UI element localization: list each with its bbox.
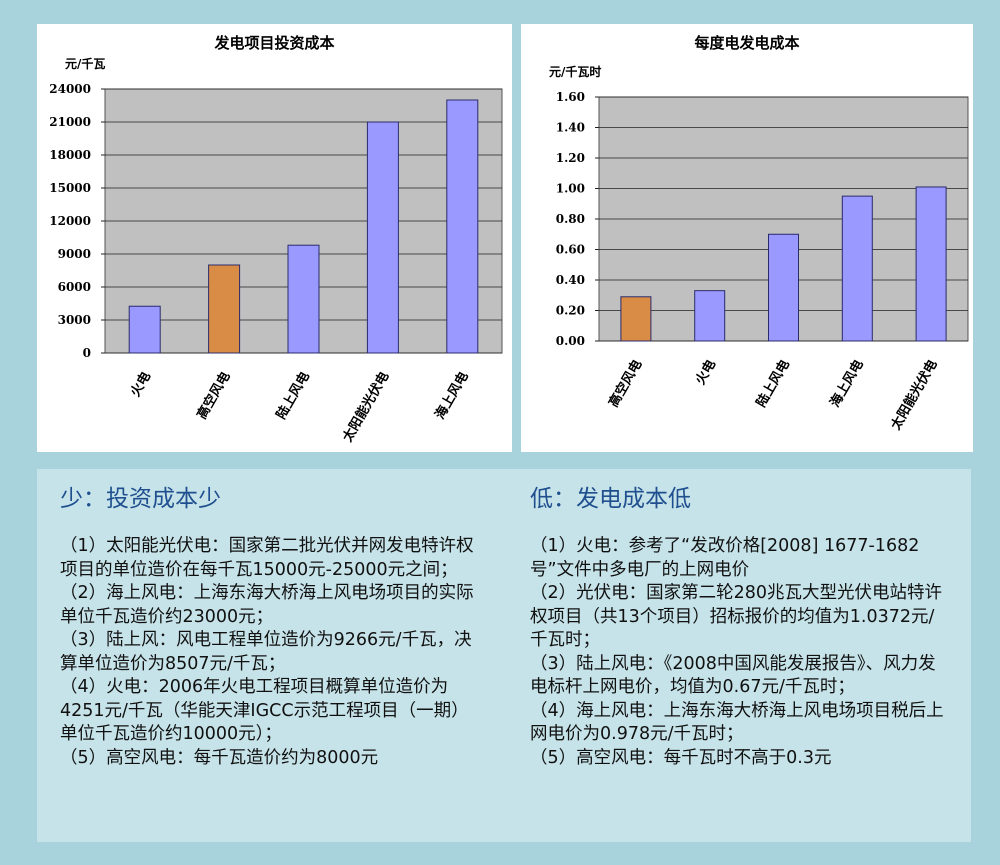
bar-海上风电 xyxy=(841,195,873,342)
x-tick-label: 海上风电 xyxy=(827,357,867,410)
x-tick-label: 太阳能光伏电 xyxy=(887,357,940,433)
note-item: （1）火电：参考了“发改价格[2008] 1677-1682号”文件中多电厂的上… xyxy=(530,536,920,580)
y-tick-label: 3000 xyxy=(58,313,91,327)
y-axis-unit-label: 元/千瓦 xyxy=(65,57,106,71)
note-item: （2）海上风电：上海东海大桥海上风电场项目的实际单位千瓦造价约23000元； xyxy=(60,583,474,627)
generation-cost-chart: 0.00 0.20 0.40 0.60 0.80 1.00 1.20 1.40 1.60 高空风电… xyxy=(556,90,969,433)
section-heading: 低：发电成本低 xyxy=(530,486,691,512)
y-tick-label: 1.60 xyxy=(556,90,585,104)
x-tick-label: 陆上风电 xyxy=(753,357,793,410)
y-tick-label: 21000 xyxy=(49,115,91,129)
section-heading: 少：投资成本少 xyxy=(60,486,221,512)
y-tick-label: 0 xyxy=(83,346,91,360)
generation-cost-chart-panel: 0.00 0.20 0.40 0.60 0.80 1.00 1.20 1.40 1.60 高空风电… xyxy=(521,24,973,452)
note-item: （3）陆上风电：《2008中国风能发展报告》、风力发电标杆上网电价，均值为0.6… xyxy=(530,653,936,698)
y-tick-label: 24000 xyxy=(49,82,91,96)
y-tick-label: 0.20 xyxy=(556,304,585,318)
bar-太阳能光伏电 xyxy=(915,186,947,342)
y-tick-label: 0.00 xyxy=(556,334,585,348)
note-item: （4）海上风电：上海东海大桥海上风电场项目税后上网电价为0.978元/千瓦时； xyxy=(530,700,944,745)
chart-title: 每度电发电成本 xyxy=(694,34,800,52)
bar-火电 xyxy=(128,305,161,354)
x-tick-label: 火电 xyxy=(692,357,719,388)
x-tick-label: 高空风电 xyxy=(194,369,234,422)
notes-list: （1）火电：参考了“发改价格[2008] 1677-1682号”文件中多电厂的上… xyxy=(530,535,950,770)
y-axis-unit-label: 元/千瓦时 xyxy=(549,65,602,79)
x-tick-label: 陆上风电 xyxy=(273,369,313,422)
x-tick-label: 海上风电 xyxy=(432,369,472,422)
bar-火电 xyxy=(694,290,726,342)
bar-太阳能光伏电 xyxy=(366,121,399,354)
y-tick-label: 6000 xyxy=(58,280,91,294)
y-tick-label: 0.60 xyxy=(556,243,585,257)
investment-cost-chart: 0 3000 6000 9000 12000 15000 18000 21000 24000 火电… xyxy=(49,82,503,445)
y-tick-label: 0.40 xyxy=(556,273,585,287)
y-tick-label: 0.80 xyxy=(556,212,585,226)
bar-陆上风电 xyxy=(768,233,799,342)
explanation-panel: 少：投资成本少 （1）太阳能光伏电：国家第二批光伏并网发电特许权项目的单位造价在… xyxy=(37,469,971,842)
bar-陆上风电 xyxy=(287,244,320,354)
bar-海上风电 xyxy=(446,99,479,354)
y-tick-label: 1.00 xyxy=(556,182,585,196)
note-item: （1）太阳能光伏电：国家第二批光伏并网发电特许权项目的单位造价在每千瓦15000… xyxy=(60,536,474,580)
x-tick-label: 太阳能光伏电 xyxy=(339,369,392,445)
note-item: （5）高空风电：每千瓦造价约为8000元 xyxy=(60,747,379,768)
y-tick-label: 12000 xyxy=(49,214,91,228)
chart-title: 发电项目投资成本 xyxy=(214,34,335,52)
y-tick-label: 18000 xyxy=(49,148,91,162)
bar-高空风电 xyxy=(208,264,241,354)
notes-list: （1）太阳能光伏电：国家第二批光伏并网发电特许权项目的单位造价在每千瓦15000… xyxy=(60,535,480,770)
x-tick-label: 火电 xyxy=(127,369,154,400)
y-tick-label: 1.40 xyxy=(556,121,585,135)
y-tick-label: 15000 xyxy=(49,181,91,195)
x-tick-label: 高空风电 xyxy=(605,357,645,410)
note-item: （5）高空风电：每千瓦时不高于0.3元 xyxy=(530,747,832,768)
note-item: （2）光伏电：国家第二轮280兆瓦大型光伏电站特许权项目（共13个项目）招标报价… xyxy=(530,583,943,650)
investment-cost-chart-panel: 0 3000 6000 9000 12000 15000 18000 21000 24000 火电… xyxy=(37,24,512,452)
note-item: （3）陆上风：风电工程单位造价为9266元/千瓦，决算单位造价为8507元/千瓦… xyxy=(60,630,472,674)
bar-高空风电 xyxy=(620,296,652,342)
note-item: （4）火电：2006年火电工程项目概算单位造价为4251元/千瓦（华能天津IGC… xyxy=(60,677,469,744)
y-tick-label: 1.20 xyxy=(556,151,585,165)
y-tick-label: 9000 xyxy=(58,247,91,261)
